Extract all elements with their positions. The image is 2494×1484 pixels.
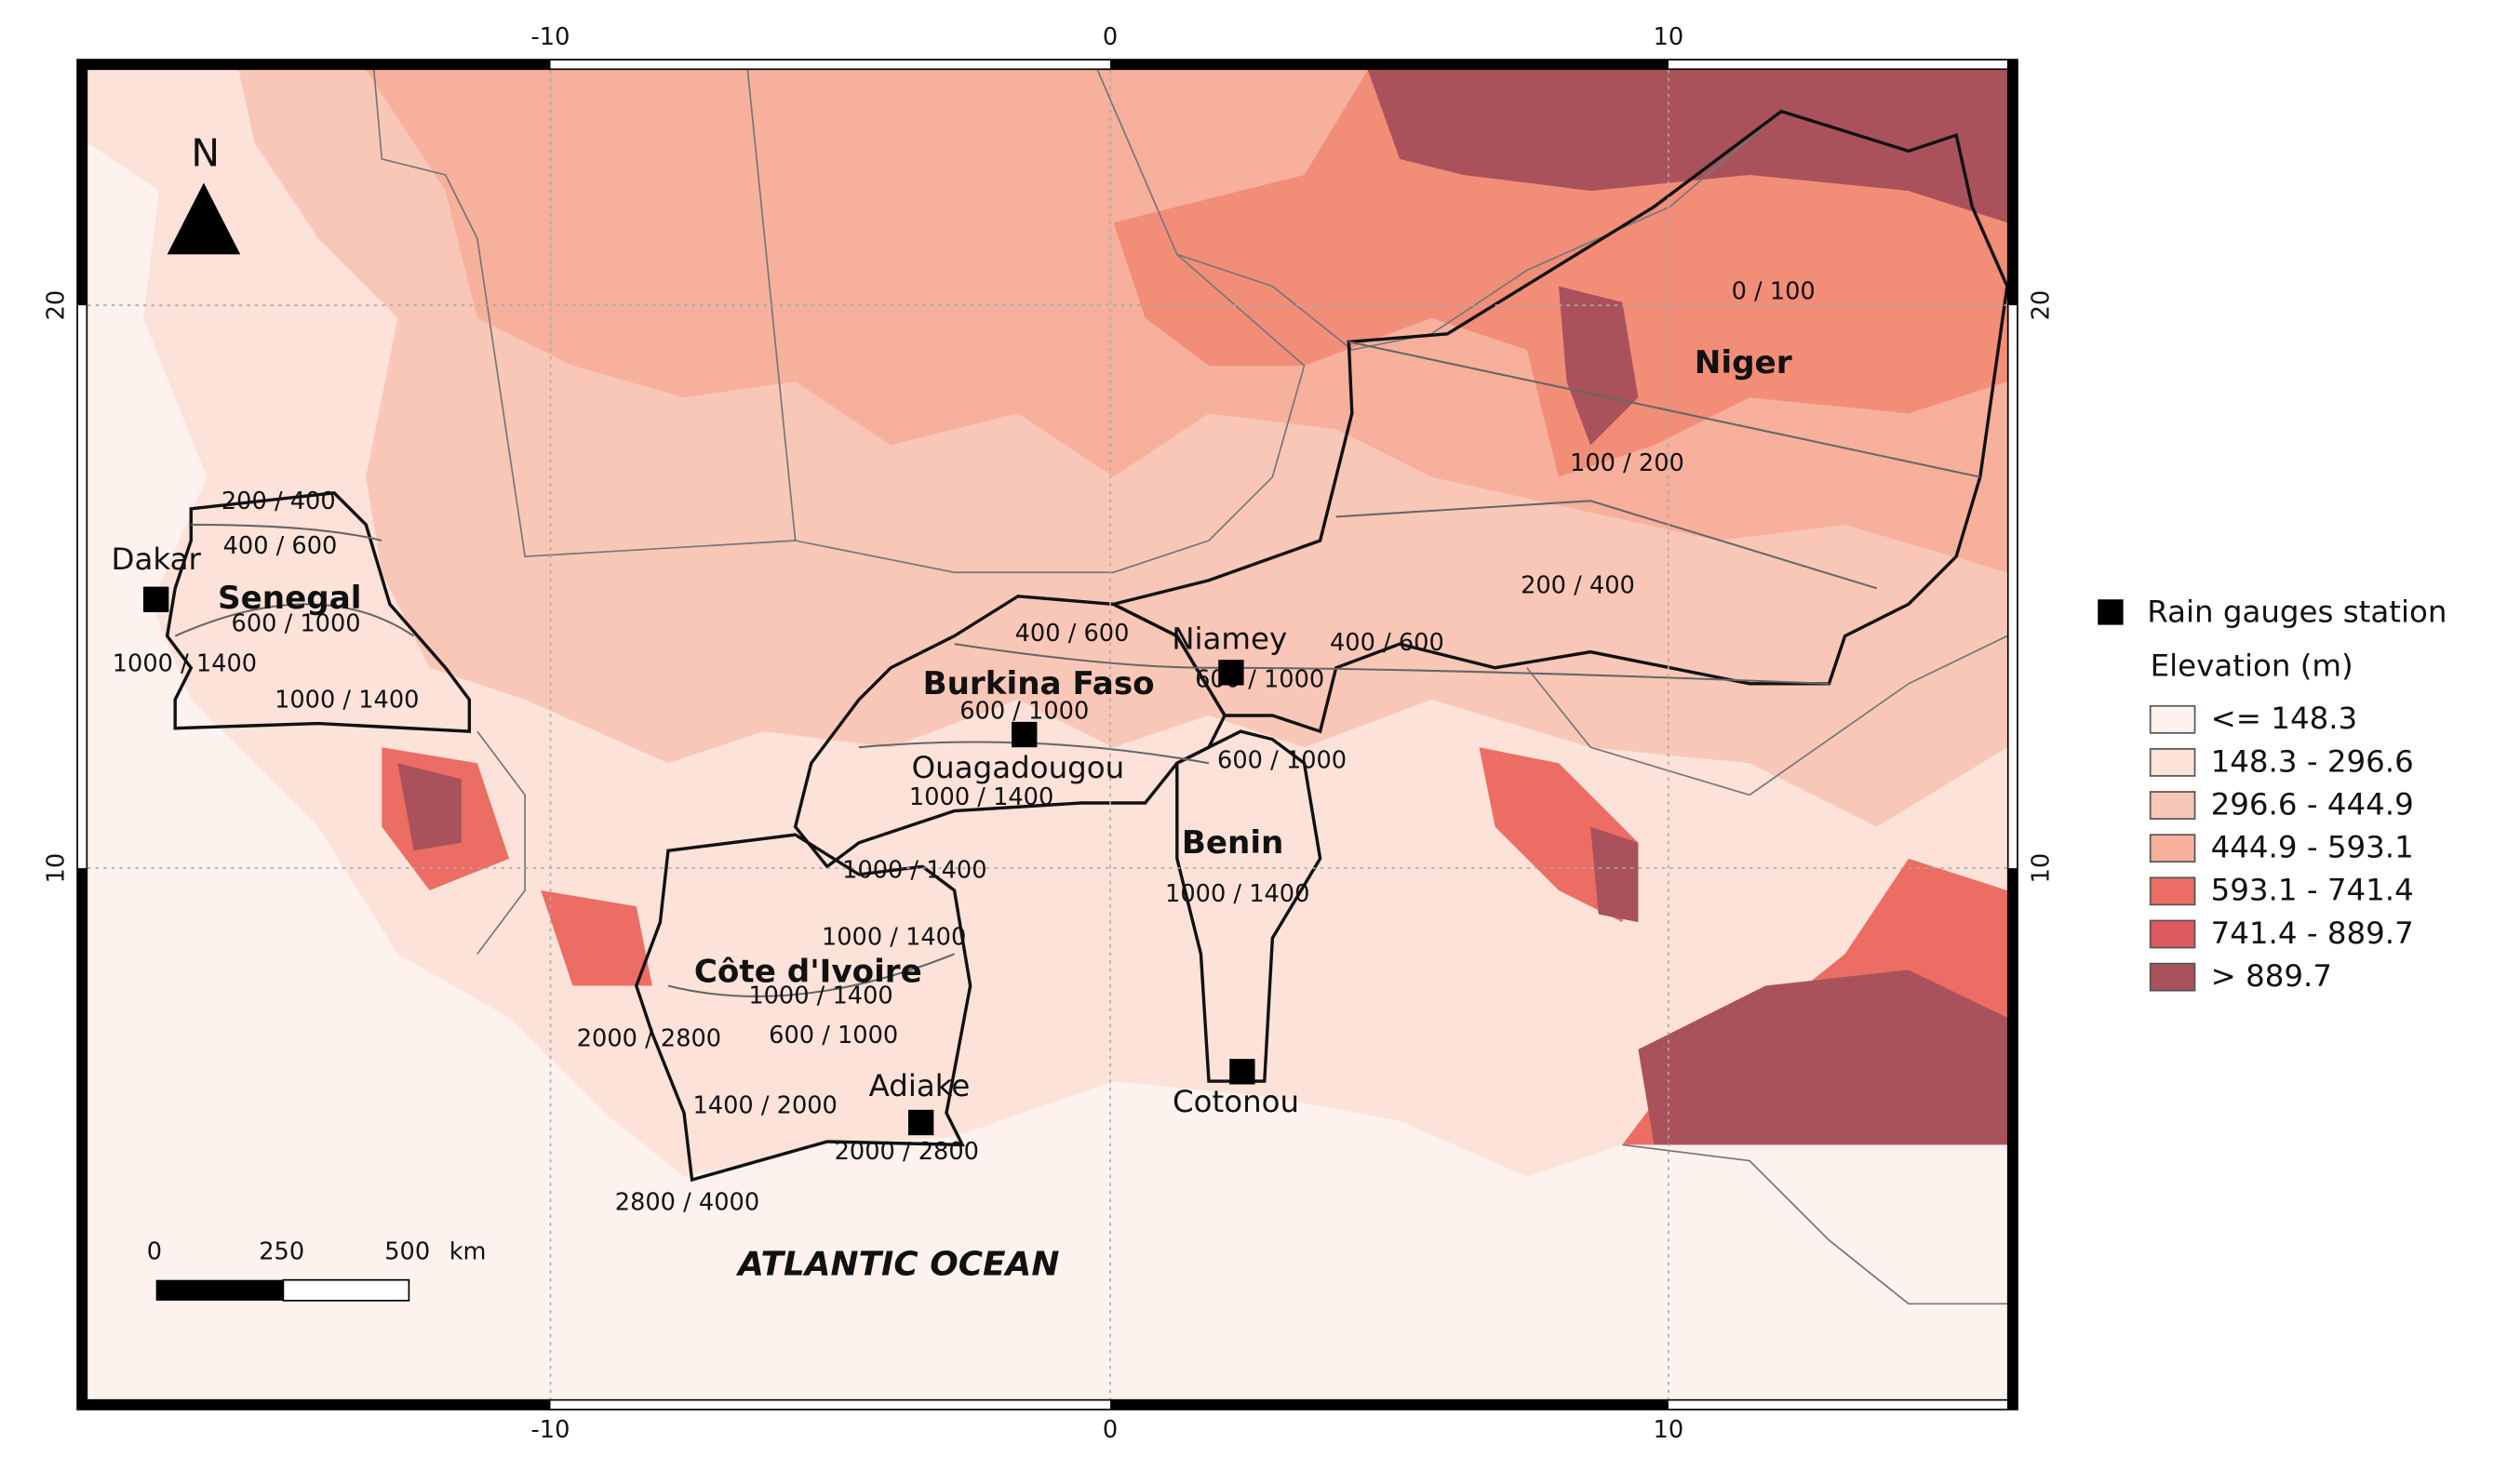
scale-tick-label: 0 — [147, 1238, 162, 1266]
scale-tick-label: 250 — [259, 1238, 304, 1266]
country-label: Burkina Faso — [923, 665, 1155, 702]
isohyet-label: 400 / 600 — [1330, 629, 1444, 657]
isohyet-line — [1335, 500, 1878, 590]
legend-class-label: 296.6 - 444.9 — [2211, 786, 2414, 822]
border — [476, 730, 527, 955]
study-borders — [165, 109, 2009, 1183]
lat-tick-label: 20 — [43, 290, 71, 321]
station-label: Adiake — [869, 1068, 971, 1103]
isohyet-label: 1400 / 2000 — [693, 1091, 838, 1119]
scale-segment — [155, 1279, 284, 1301]
lon-tick-label: -10 — [531, 1416, 570, 1444]
isohyet-label: 600 / 1000 — [232, 610, 361, 638]
benin-border — [1175, 729, 1322, 1083]
isohyet-line — [191, 523, 382, 542]
isohyet-label: 400 / 600 — [1015, 620, 1130, 648]
lon-tick-label: 0 — [1103, 1416, 1118, 1444]
isohyet-label: 400 / 600 — [223, 532, 338, 560]
scale-bar: km — [155, 1238, 487, 1302]
country-label: Côte d'Ivoire — [694, 953, 922, 990]
border — [1526, 635, 2008, 796]
border — [1622, 1143, 2007, 1305]
isohyet-label: 100 / 200 — [1570, 449, 1684, 477]
station-marker — [908, 1109, 934, 1136]
legend-class-label: 148.3 - 296.6 — [2211, 743, 2414, 779]
isohyet-label: 2000 / 2800 — [835, 1138, 979, 1166]
lon-tick-label: -10 — [531, 23, 570, 51]
niger-border — [1108, 109, 2009, 734]
station-label: Niamey — [1172, 622, 1287, 657]
station-label: Cotonou — [1173, 1084, 1299, 1119]
isohyet-label: 200 / 400 — [1521, 572, 1635, 600]
station-marker — [1229, 1059, 1255, 1085]
isohyet-label: 1000 / 1400 — [842, 856, 986, 884]
legend-swatch — [2149, 748, 2196, 777]
scale-segment — [282, 1278, 410, 1302]
legend-swatch — [2149, 962, 2196, 992]
legend-station-label: Rain gauges station — [2147, 595, 2447, 630]
legend-title: Elevation (m) — [2151, 648, 2353, 684]
scale-unit: km — [449, 1238, 487, 1266]
senegal-border — [165, 490, 472, 733]
lon-tick-label: 10 — [1654, 23, 1684, 51]
isohyet-label: 0 / 100 — [1732, 277, 1816, 305]
country-label: Benin — [1182, 824, 1284, 862]
frame — [76, 59, 2018, 1410]
border — [795, 69, 1306, 574]
legend-class-label: 593.1 - 741.4 — [2211, 873, 2414, 908]
legend-swatch — [2149, 791, 2196, 820]
isohyet-line — [174, 603, 415, 637]
isohyet-label: 2000 / 2800 — [577, 1025, 721, 1053]
legend-class-label: > 889.7 — [2211, 958, 2332, 994]
lon-tick-label: 0 — [1103, 23, 1118, 51]
isohyet-label: 1000 / 1400 — [822, 923, 966, 951]
legend-swatch — [2149, 834, 2196, 863]
cotedivoire-border — [634, 833, 972, 1183]
isohyet-label: 1000 / 1400 — [748, 982, 892, 1009]
country-label: Niger — [1695, 344, 1792, 381]
north-triangle — [167, 182, 241, 255]
north-label: N — [191, 130, 220, 175]
legend-swatch — [2149, 919, 2196, 949]
isohyet-label: 200 / 400 — [221, 488, 336, 515]
isohyet-label: 2800 / 4000 — [615, 1189, 759, 1217]
isohyet-label: 1000 / 1400 — [909, 783, 1053, 811]
frame-breaks — [77, 60, 2018, 1410]
legend-class-label: 741.4 - 889.7 — [2211, 916, 2414, 951]
map-area — [87, 69, 2009, 1399]
lat-tick-label: 10 — [2027, 853, 2055, 884]
isohyet-label: 600 / 1000 — [959, 698, 1089, 726]
station-label: Dakar — [112, 541, 202, 577]
station-label: Ouagadougou — [912, 750, 1125, 785]
legend-class-label: <= 148.3 — [2211, 701, 2358, 736]
legend: Rain gauges station Elevation (m) — [2098, 595, 2447, 684]
isohyet-label: 1000 / 1400 — [275, 687, 419, 715]
isohyet-label: 600 / 1000 — [1217, 747, 1347, 775]
graticule — [87, 70, 2007, 1399]
isohyet-label: 1000 / 1400 — [1165, 880, 1309, 908]
scale-tick-label: 500 — [384, 1238, 430, 1266]
lat-tick-label: 10 — [43, 853, 71, 884]
elevation-889 — [397, 70, 2007, 1145]
legend-swatch — [2149, 704, 2196, 734]
station-marker — [143, 586, 169, 612]
lon-tick-label: 10 — [1654, 1416, 1684, 1444]
country-label: Senegal — [218, 580, 361, 617]
isohyets — [174, 341, 1981, 997]
station-marker — [1218, 660, 1244, 686]
station-marker — [1012, 721, 1038, 748]
isohyet-label: 1000 / 1400 — [113, 649, 257, 677]
isohyet-label: 600 / 1000 — [1195, 665, 1324, 693]
ocean-label: ATLANTIC OCEAN — [735, 1245, 1059, 1283]
isohyet-line — [954, 643, 1830, 685]
north-arrow: N — [167, 130, 241, 255]
isohyet-label: 600 / 1000 — [769, 1022, 898, 1049]
lat-tick-label: 20 — [2027, 290, 2055, 321]
legend-swatch — [2149, 876, 2196, 906]
legend-station-marker — [2098, 599, 2124, 625]
isohyet-line — [1348, 341, 1981, 478]
isohyet-line — [667, 953, 955, 997]
legend-class-label: 444.9 - 593.1 — [2211, 830, 2414, 865]
